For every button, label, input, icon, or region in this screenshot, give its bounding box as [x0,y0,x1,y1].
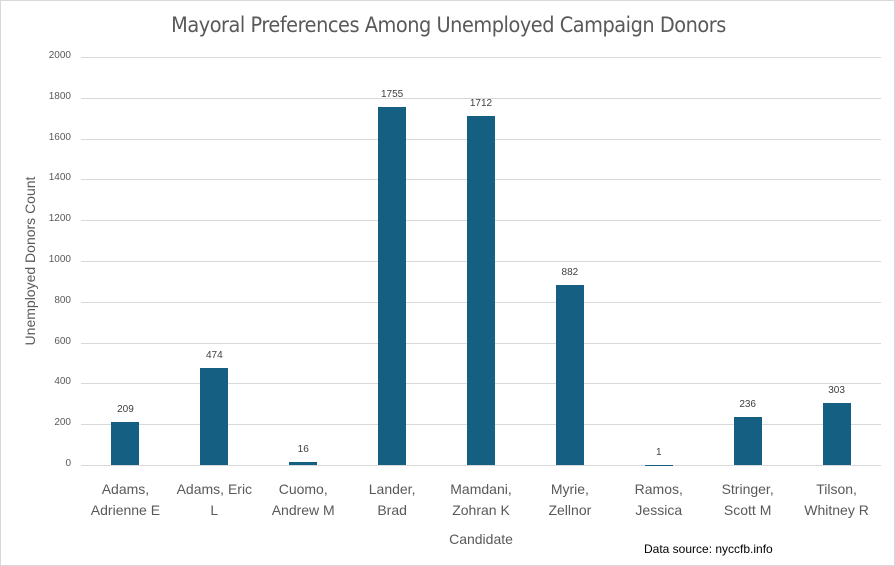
x-tick-label-line: Jessica [635,502,683,518]
x-tick-label: Tilson, Whitney R [792,479,882,521]
y-tick-label: 200 [54,417,71,429]
bar [644,464,673,465]
data-label: 303 [828,385,845,397]
data-label: 882 [561,267,579,279]
x-tick-label-line: Stringer, [721,481,774,497]
bar [733,416,762,465]
x-tick-label-line: Adrienne E [90,502,161,518]
y-tick-label: 800 [54,294,71,306]
bar [822,403,851,465]
x-tick-label-line: Cuomo, [278,481,328,497]
x-tick-label: Adams, Eric L [169,479,259,521]
y-tick-label: 2000 [48,50,71,61]
bar [200,368,229,465]
x-tick-label: Ramos, Jessica [614,479,704,521]
x-tick-label: Adams, Adrienne E [80,479,170,521]
x-tick-label-line: Adams, [101,481,150,497]
x-tick-label: Cuomo, Andrew M [258,479,348,521]
data-label: 236 [739,398,756,410]
x-tick-label: Myrie, Zellnor [525,479,615,521]
y-tick-label: 600 [54,335,71,347]
x-tick-label: Lander, Brad [347,479,437,521]
data-label: 1 [655,446,662,458]
x-tick-label-line: Mamdani, [450,481,512,497]
bar [289,461,318,465]
bar [378,106,407,465]
y-tick-label: 1600 [48,131,71,143]
chart-title: Mayoral Preferences Among Unemployed Cam… [171,13,726,37]
y-tick-label: 400 [54,376,71,388]
bar [111,422,140,465]
x-tick-label-line: Adams, Eric [176,481,253,497]
x-tick-label-line: Zellnor [548,502,592,518]
gridline [81,465,881,466]
data-source-note: Data source: nyccfb.info [644,542,773,556]
x-tick-label-line: L [210,502,219,518]
x-tick-label-line: Brad [377,502,407,518]
x-tick-label-line: Tilson, [816,481,857,497]
gridline [81,97,881,99]
x-tick-label: Mamdani, Zohran K [436,479,526,521]
y-tick-label: 0 [65,458,71,469]
x-tick-label-line: Myrie, [550,481,589,497]
bar [467,115,495,465]
x-tick-label-line: Scott M [723,502,772,518]
gridline [81,57,881,58]
x-tick-label-line: Zohran K [452,502,510,518]
y-tick-label: 1000 [48,254,71,265]
y-tick-label: 1400 [48,172,71,184]
data-label: 1712 [469,97,493,109]
x-tick-label: Stringer, Scott M [703,479,793,521]
y-tick-label: 1800 [48,90,71,102]
data-label: 209 [117,404,134,416]
data-label: 16 [297,443,309,455]
data-label: 474 [205,350,223,362]
x-tick-label-line: Andrew M [271,502,335,518]
x-axis-label: Candidate [449,531,513,547]
bar [555,285,584,465]
data-label: 1755 [380,88,404,100]
y-tick-label: 1200 [48,213,71,225]
x-tick-label-line: Whitney R [804,502,869,518]
x-tick-label-line: Ramos, [634,481,683,497]
x-tick-label-line: Lander, [368,481,416,497]
